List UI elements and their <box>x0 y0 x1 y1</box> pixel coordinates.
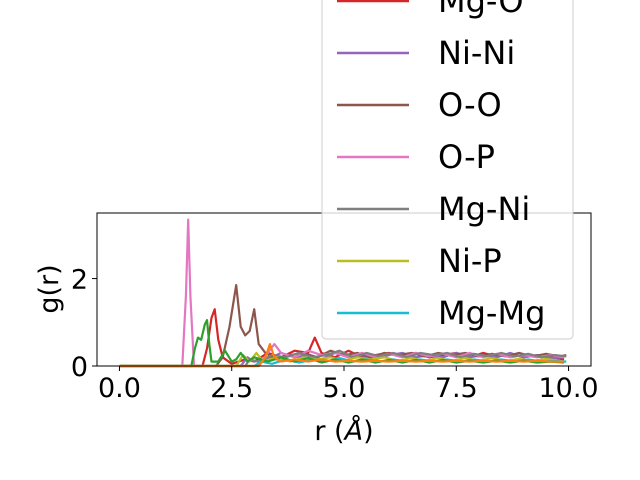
legend-label-ni-ni: Ni-Ni <box>438 34 515 72</box>
x-axis-label: r (Å) <box>314 415 373 447</box>
y-ticks: 02 <box>71 265 97 383</box>
legend-label-mg-mg: Mg-Mg <box>438 294 545 332</box>
x-axis-label-main: r ( <box>314 416 344 447</box>
x-tick-label: 10.0 <box>538 373 598 404</box>
legend: Mg-O Ni-Ni O-O O-P Mg-Ni Ni-P Mg-Mg <box>321 0 574 340</box>
x-axis-label-close: ) <box>363 416 374 447</box>
legend-label-mg-o: Mg-O <box>438 0 524 20</box>
x-tick-label: 7.5 <box>435 373 478 404</box>
legend-label-mg-ni: Mg-Ni <box>438 190 530 228</box>
x-axis-label-unit: Å <box>343 415 363 447</box>
y-tick-label: 0 <box>71 352 88 383</box>
y-axis-label: g(r) <box>34 264 65 313</box>
legend-box <box>321 0 574 340</box>
x-tick-label: 2.5 <box>210 373 253 404</box>
series-line-unlabeled-8 <box>119 343 565 368</box>
x-tick-label: 5.0 <box>323 373 366 404</box>
legend-label-ni-p: Ni-P <box>438 242 502 280</box>
y-tick-label: 2 <box>71 265 88 296</box>
series-line-mg-ni <box>119 349 567 368</box>
x-tick-label: 0.0 <box>98 373 141 404</box>
legend-label-o-o: O-O <box>438 86 502 124</box>
legend-label-o-p: O-P <box>438 138 495 176</box>
x-ticks: 0.0 2.5 5.0 7.5 10.0 <box>98 366 599 404</box>
